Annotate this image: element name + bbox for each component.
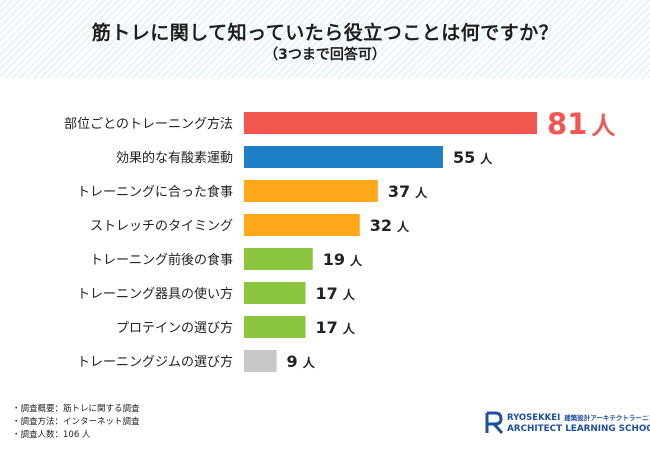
logo-r-icon xyxy=(485,411,504,434)
bar xyxy=(244,316,306,338)
value-label: 37 人 xyxy=(388,182,428,201)
company-logo: RYOSEKKEI建築設計アーキテクトラーニング ARCHITECT LEARN… xyxy=(485,411,650,437)
value-label: 32 人 xyxy=(370,216,410,235)
bar xyxy=(244,112,537,134)
category-label: トレーニングに合った食事 xyxy=(77,184,233,200)
value-label: 81 人 xyxy=(547,107,615,141)
logo-brand: RYOSEKKEI xyxy=(507,413,561,423)
survey-note-method: ・調査方法：インターネット調査 xyxy=(12,417,140,427)
category-label: トレーニングジムの選び方 xyxy=(77,354,233,370)
category-label: ストレッチのタイミング xyxy=(90,219,233,234)
value-label: 17 人 xyxy=(315,318,355,337)
category-label: プロテインの選び方 xyxy=(116,320,233,336)
category-label: トレーニング前後の食事 xyxy=(90,252,233,268)
logo-school: ARCHITECT LEARNING SCHOOL xyxy=(507,424,650,434)
value-label: 19 人 xyxy=(323,250,363,269)
bar xyxy=(244,350,277,372)
logo-brand-jp: 建築設計アーキテクトラーニング xyxy=(564,414,650,422)
survey-note-overview: ・調査概要：筋トレに関する調査 xyxy=(12,404,140,414)
value-label: 55 人 xyxy=(453,148,493,167)
category-label: 部位ごとのトレーニング方法 xyxy=(64,116,233,132)
header-band xyxy=(0,0,650,78)
bar xyxy=(244,248,313,270)
survey-note-count: ・調査人数：106 人 xyxy=(12,430,91,440)
bar xyxy=(244,282,306,304)
category-label: トレーニング器具の使い方 xyxy=(77,286,233,302)
value-label: 17 人 xyxy=(315,284,355,303)
category-label: 効果的な有酸素運動 xyxy=(116,150,233,166)
chart-subtitle: （3つまで回答可） xyxy=(264,47,386,63)
survey-notes: ・調査概要：筋トレに関する調査 ・調査方法：インターネット調査 ・調査人数：10… xyxy=(12,403,140,442)
chart-title: 筋トレに関して知っていたら役立つことは何ですか？ xyxy=(91,22,559,44)
bar xyxy=(244,146,443,168)
bar xyxy=(244,180,378,202)
bar xyxy=(244,214,360,236)
